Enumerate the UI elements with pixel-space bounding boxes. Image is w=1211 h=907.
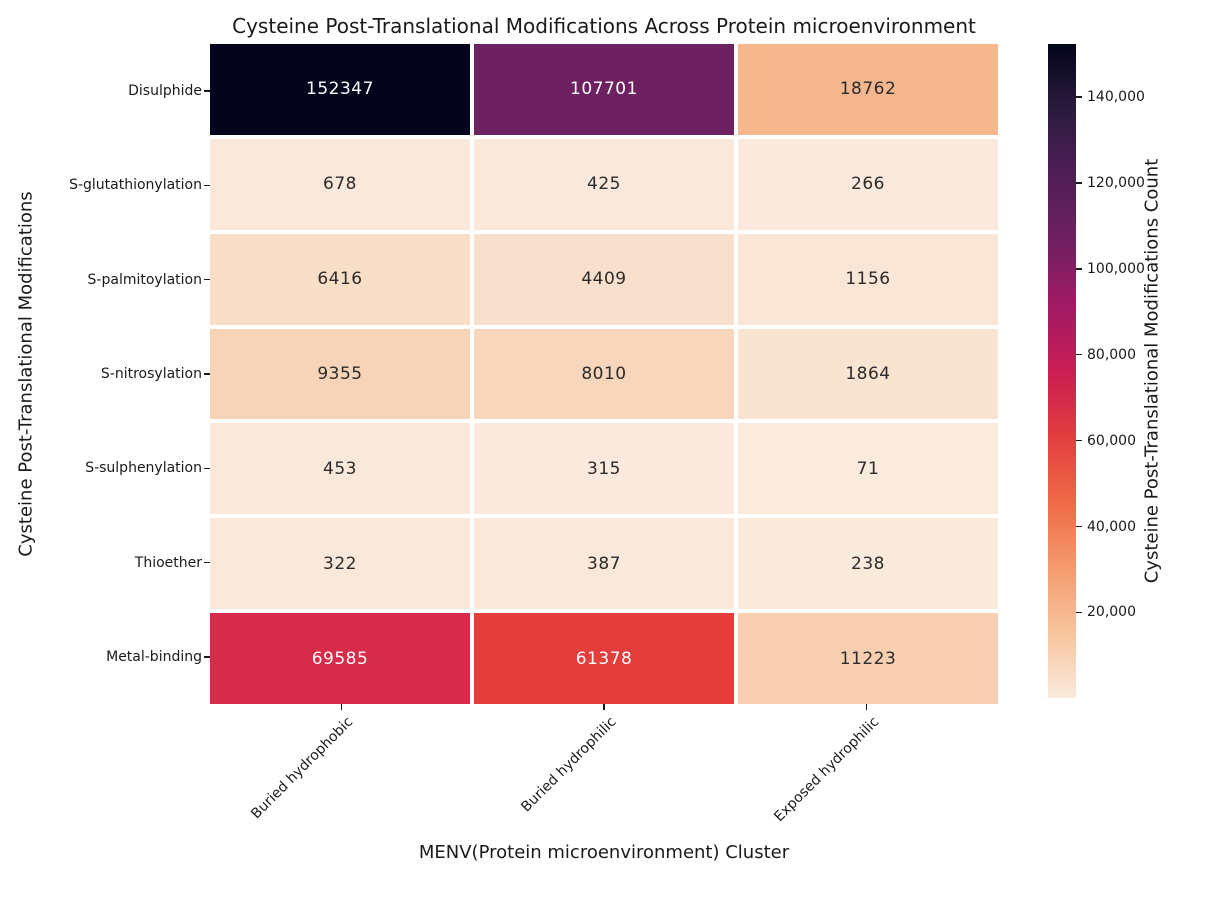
heatmap-cell: 315: [474, 423, 734, 515]
heatmap-cell: 453: [210, 423, 470, 515]
colorbar-label: Cysteine Post-Translational Modification…: [1141, 158, 1163, 584]
colorbar-tick-label: 100,000: [1087, 260, 1145, 277]
heatmap-cell: 387: [474, 518, 734, 610]
y-axis-label: Cysteine Post-Translational Modification…: [15, 191, 37, 557]
heatmap-cell: 61378: [474, 613, 734, 704]
colorbar-tick-label: 80,000: [1087, 346, 1136, 363]
colorbar-tick-mark: [1076, 525, 1082, 528]
y-tick-mark: [204, 279, 210, 281]
x-tick-label: Exposed hydrophilic: [770, 714, 882, 826]
heatmap-cell: 6416: [210, 233, 470, 325]
colorbar-tick-label: 40,000: [1087, 518, 1136, 535]
x-tick-mark: [340, 704, 343, 710]
heatmap-cell: 107701: [474, 44, 734, 135]
y-tick-label: S-nitrosylation: [100, 366, 202, 382]
y-tick-label: S-sulphenylation: [85, 460, 202, 477]
heatmap-cell: 11223: [738, 613, 998, 704]
x-tick-mark: [865, 704, 868, 710]
heatmap-cell: 69585: [210, 613, 470, 704]
colorbar-tick-label: 20,000: [1087, 604, 1136, 621]
colorbar-tick-label: 60,000: [1087, 432, 1136, 449]
heatmap-cell: 266: [738, 138, 998, 230]
heatmap-cell: 152347: [210, 44, 470, 135]
y-tick-mark: [204, 467, 210, 469]
colorbar-tick-label: 140,000: [1087, 89, 1145, 106]
colorbar-tick-mark: [1076, 354, 1082, 356]
x-axis-label: MENV(Protein microenvironment) Cluster: [418, 842, 790, 863]
y-tick-label: S-glutathionylation: [69, 177, 202, 194]
heatmap-cell: 1864: [738, 328, 998, 420]
colorbar-tick-mark: [1076, 268, 1082, 270]
colorbar-tick-mark: [1076, 611, 1082, 614]
y-tick-mark: [204, 373, 210, 375]
heatmap-cell: 4409: [474, 233, 734, 325]
heatmap-cell: 322: [210, 518, 470, 610]
heatmap-cell: 18762: [738, 44, 998, 135]
colorbar-tick-mark: [1076, 96, 1082, 98]
x-tick-mark: [603, 704, 605, 710]
plot-title: Cysteine Post-Translational Modification…: [232, 14, 976, 38]
y-tick-mark: [204, 656, 210, 658]
heatmap-cell: 678: [210, 138, 470, 230]
colorbar-tick-mark: [1076, 182, 1082, 184]
x-tick-label: Buried hydrophilic: [518, 714, 620, 816]
heatmap-cell: 9355: [210, 328, 470, 420]
heatmap-cell: 425: [474, 138, 734, 230]
y-tick-label: Metal-binding: [106, 648, 202, 665]
heatmap-cell: 8010: [474, 328, 734, 420]
heatmap-grid: 152347 107701 18762 678 425 266 6416 4409 1156 93…: [210, 44, 998, 704]
y-tick-mark: [204, 90, 210, 92]
colorbar: [1048, 44, 1076, 698]
x-tick-label: Buried hydrophobic: [248, 714, 357, 823]
colorbar-tick-mark: [1076, 439, 1082, 442]
heatmap-cell: 1156: [738, 233, 998, 325]
y-tick-label: Disulphide: [128, 83, 202, 100]
y-tick-label: S-palmitoylation: [87, 271, 202, 288]
y-tick-mark: [204, 184, 210, 187]
heatmap-cell: 238: [738, 518, 998, 610]
y-tick-label: Thioether: [134, 554, 202, 571]
heatmap-cell: 71: [738, 423, 998, 515]
y-tick-mark: [204, 561, 210, 564]
colorbar-tick-label: 120,000: [1087, 174, 1145, 191]
